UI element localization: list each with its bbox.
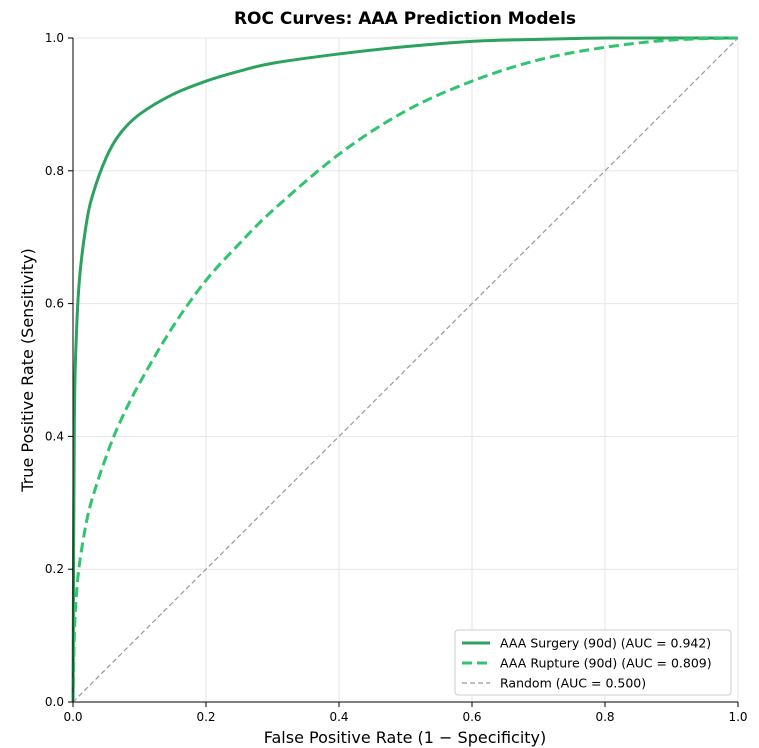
axes	[72, 38, 738, 703]
legend-label-2: AAA Rupture (90d) (AUC = 0.809)	[500, 656, 712, 671]
x-tick-label: 0.8	[595, 710, 614, 724]
x-tick-label: 0.4	[329, 710, 348, 724]
x-tick-label: 0.2	[196, 710, 215, 724]
series-lines	[71, 36, 739, 703]
legend-label-3: Random (AUC = 0.500)	[500, 676, 646, 691]
x-tick-label: 0.6	[462, 710, 481, 724]
series-line-1	[71, 36, 738, 703]
y-axis-label: True Positive Rate (Sensitivity)	[18, 248, 37, 492]
y-tick-label: 1.0	[45, 31, 64, 45]
y-tick-label: 0.2	[45, 562, 64, 576]
x-tick-label: 0.0	[63, 710, 82, 724]
y-tick-label: 0.8	[45, 164, 64, 178]
y-tick-label: 0.0	[45, 695, 64, 709]
chart-title: ROC Curves: AAA Prediction Models	[234, 9, 576, 29]
series-line-3	[72, 37, 739, 703]
tick-labels: 0.0 0.2 0.4 0.6 0.8 1.0 0.0 0.2 0.4 0.6 0.8 1.0	[45, 31, 748, 724]
legend: AAA Surgery (90d) (AUC = 0.942) AAA Ruptu…	[454, 629, 732, 696]
y-tick-label: 0.4	[45, 429, 64, 443]
legend-label-1: AAA Surgery (90d) (AUC = 0.942)	[500, 636, 711, 651]
y-tick-label: 0.6	[45, 297, 64, 311]
series-line-2	[71, 36, 739, 703]
x-axis-label: False Positive Rate (1 − Specificity)	[264, 728, 547, 747]
x-tick-label: 1.0	[728, 710, 747, 724]
legend-box	[454, 629, 732, 696]
